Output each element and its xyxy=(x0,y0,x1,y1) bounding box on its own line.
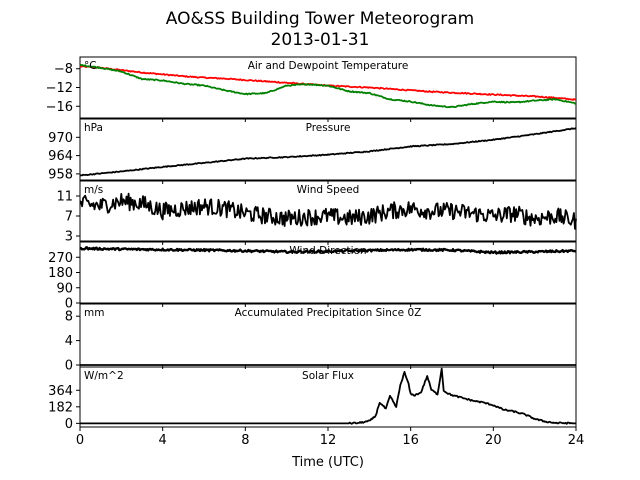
series-line-wind-0 xyxy=(79,192,577,230)
panel-unit-label: °C xyxy=(84,60,97,72)
panels-group: −8 −12 −16 °C Air and Dewpoint Temperature 97… xyxy=(46,56,577,432)
x-tick-label: 4 xyxy=(159,433,167,448)
y-tick-label: −16 xyxy=(46,100,73,115)
y-tick-label: 0 xyxy=(65,417,73,432)
x-tick-label: 20 xyxy=(485,433,502,448)
panel-unit-label: m/s xyxy=(84,184,103,196)
panel-unit-label: ° xyxy=(84,245,89,257)
panel-unit-label: W/m^2 xyxy=(84,370,124,382)
x-axis-label: Time (UTC) xyxy=(291,455,364,470)
y-tick-label: 180 xyxy=(48,266,73,281)
panel-pressure: 970 964 958 hPa Pressure xyxy=(48,118,577,184)
x-tick-label: 12 xyxy=(320,433,337,448)
panel-title: Solar Flux xyxy=(302,370,354,382)
x-tick-label: 24 xyxy=(568,433,585,448)
y-tick-label: 270 xyxy=(48,251,73,266)
x-axis: 0 4 8 12 16 20 24 xyxy=(76,433,584,448)
y-tick-label: 7 xyxy=(65,210,73,225)
panel-title: Accumulated Precipitation Since 0Z xyxy=(235,307,422,319)
panel-precip: 8 4 0 mm Accumulated Precipitation Since 0Z xyxy=(65,303,577,374)
y-tick-label: 90 xyxy=(56,281,73,296)
y-tick-label: 970 xyxy=(48,131,73,146)
y-tick-label: 8 xyxy=(65,310,73,325)
panel-temp: −8 −12 −16 °C Air and Dewpoint Temperature xyxy=(46,56,577,122)
panel-unit-label: mm xyxy=(84,307,104,319)
y-tick-label: 11 xyxy=(56,190,73,205)
panel-title: Wind Direction xyxy=(289,245,366,257)
panel-unit-label: hPa xyxy=(84,122,103,134)
y-tick-label: 364 xyxy=(48,384,73,399)
y-tick-label: 4 xyxy=(65,334,73,349)
y-tick-label: −12 xyxy=(46,81,73,96)
y-tick-label: −8 xyxy=(54,62,73,77)
series-line-direction-0 xyxy=(79,246,577,255)
y-tick-label: 0 xyxy=(65,359,73,374)
series-line-temp-1 xyxy=(79,63,577,109)
series-line-pressure-0 xyxy=(79,127,577,177)
figure-subtitle: 2013-01-31 xyxy=(271,30,370,50)
x-tick-label: 16 xyxy=(402,433,419,448)
y-tick-label: 964 xyxy=(48,149,73,164)
y-tick-label: 3 xyxy=(65,230,73,245)
series-line-solar-0 xyxy=(80,367,576,425)
panel-title: Pressure xyxy=(306,122,351,134)
x-tick-label: 8 xyxy=(241,433,249,448)
y-tick-label: 0 xyxy=(65,297,73,312)
figure-title: AO&SS Building Tower Meteorogram xyxy=(166,9,474,29)
panel-title: Wind Speed xyxy=(297,184,360,196)
x-tick-label: 0 xyxy=(76,433,84,448)
y-tick-label: 958 xyxy=(48,167,73,182)
panel-title: Air and Dewpoint Temperature xyxy=(248,60,409,72)
panel-wind: 11 7 3 m/s Wind Speed xyxy=(56,180,577,245)
y-tick-label: 182 xyxy=(48,400,73,415)
